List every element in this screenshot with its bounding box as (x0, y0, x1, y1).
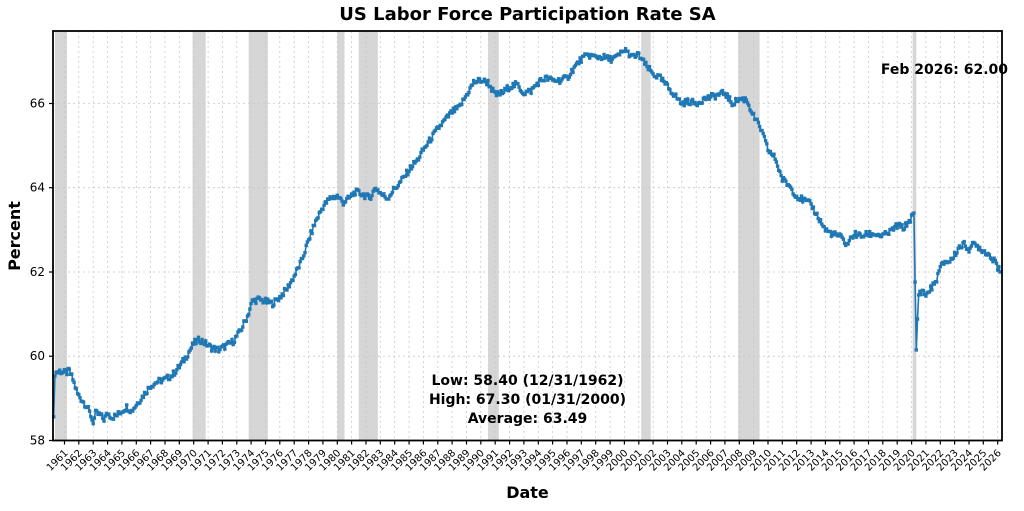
y-tick-label: 62 (30, 265, 45, 279)
recession-bands (54, 31, 917, 441)
y-tick-label: 64 (30, 181, 45, 195)
recession-band (488, 31, 499, 441)
y-tick-label: 60 (30, 349, 45, 363)
annotation-low: Low: 58.40 (12/31/1962) (431, 373, 624, 389)
recession-band (738, 31, 760, 441)
annotation-latest-value: Feb 2026: 62.00 (880, 62, 1008, 78)
recession-band (358, 31, 378, 441)
annotation-stats-block: Low: 58.40 (12/31/1962) High: 67.30 (01/… (53, 372, 1002, 429)
y-ticks (49, 102, 53, 442)
x-axis-label: Date (506, 483, 549, 502)
y-tick-label: 58 (30, 434, 45, 448)
recession-band (337, 31, 345, 441)
recession-band (248, 31, 268, 441)
recession-band (54, 31, 67, 441)
annotation-average: Average: 63.49 (467, 411, 588, 427)
plot-border (52, 30, 1003, 442)
recession-band (641, 31, 651, 441)
y-axis-label: Percent (5, 201, 24, 271)
annotation-high: High: 67.30 (01/31/2000) (428, 392, 627, 408)
x-tick-labels: 1961196219631964196519661967196819691970… (45, 448, 1004, 474)
grid (53, 31, 1002, 441)
y-tick-labels: 58 60 62 64 66 (30, 97, 45, 448)
series-markers (52, 47, 1002, 426)
x-ticks (63, 440, 999, 445)
y-tick-label: 66 (30, 97, 45, 111)
chart-title: US Labor Force Participation Rate SA (339, 4, 716, 25)
